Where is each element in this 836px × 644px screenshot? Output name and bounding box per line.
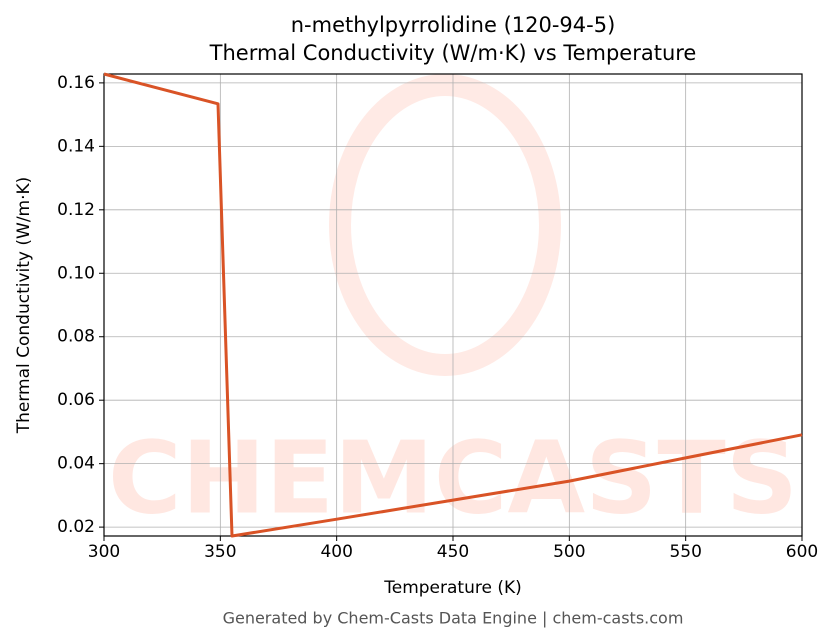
y-tick-label: 0.04: [57, 454, 95, 474]
watermark-logo: [329, 74, 561, 376]
x-tick-label: 300: [88, 542, 120, 562]
x-tick-label: 500: [553, 542, 585, 562]
y-tick-label: 0.12: [57, 200, 95, 220]
y-tick-label: 0.16: [57, 73, 95, 93]
chart-subtitle: Thermal Conductivity (W/m·K) vs Temperat…: [209, 41, 697, 65]
y-tick-label: 0.08: [57, 327, 95, 347]
footer: Generated by Chem-Casts Data Engine | ch…: [223, 609, 684, 628]
x-tick-label: 400: [320, 542, 352, 562]
x-tick-label: 350: [204, 542, 236, 562]
data-line: [103, 72, 803, 538]
x-axis-label: Temperature (K): [383, 578, 522, 598]
x-tick-label: 600: [786, 542, 818, 562]
chart-title: n-methylpyrrolidine (120-94-5): [291, 13, 616, 37]
y-tick-label: 0.14: [57, 136, 95, 156]
plot-frame: [103, 73, 803, 537]
y-axis-label: Thermal Conductivity (W/m·K): [14, 177, 34, 435]
x-tick-label: 550: [669, 542, 701, 562]
x-tick-label: 450: [437, 542, 469, 562]
y-tick-label: 0.06: [57, 390, 95, 410]
y-tick-label: 0.02: [57, 517, 95, 537]
y-tick-label: 0.10: [57, 263, 95, 283]
